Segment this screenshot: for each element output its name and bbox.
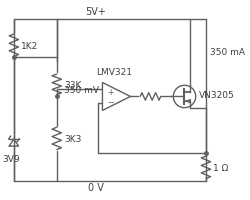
Text: LMV321: LMV321 — [96, 68, 132, 77]
Text: 3K3: 3K3 — [64, 134, 82, 143]
Text: VN3205: VN3205 — [198, 91, 234, 100]
Text: 5V+: 5V+ — [86, 7, 106, 17]
Text: 33K: 33K — [64, 80, 82, 89]
Text: +: + — [107, 87, 114, 96]
Text: 3V9: 3V9 — [2, 154, 20, 163]
Text: 350 mA: 350 mA — [210, 48, 245, 57]
Text: 1 Ω: 1 Ω — [214, 163, 229, 172]
Text: −: − — [107, 98, 114, 107]
Text: 1K2: 1K2 — [21, 41, 38, 50]
Text: 0 V: 0 V — [88, 182, 104, 192]
Text: 350 mV: 350 mV — [64, 85, 99, 94]
